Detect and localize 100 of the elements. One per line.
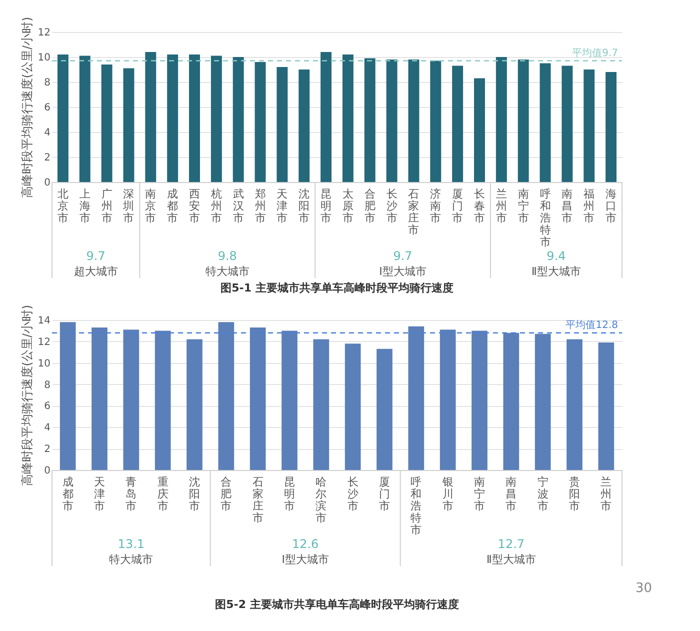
bar	[92, 328, 108, 470]
y-tick-label: 6	[44, 102, 50, 114]
text: 9.8	[218, 249, 237, 263]
bar	[408, 326, 424, 470]
x-tick-label: 南京市	[145, 188, 156, 224]
bar	[218, 322, 234, 470]
text: 30	[635, 581, 652, 596]
x-tick-label: 南昌市	[506, 476, 517, 512]
ref-line-label: 平均值9.7	[572, 46, 618, 59]
y-tick-label: 6	[44, 401, 50, 412]
bar	[566, 339, 582, 470]
y-tick-label: 0	[44, 466, 50, 476]
x-tick-label: 西安市	[189, 188, 200, 224]
x-tick-label: 海口市	[606, 188, 617, 224]
x-tick-label: 太原市	[342, 188, 354, 224]
bar	[584, 70, 595, 182]
y-tick-label: 12	[38, 28, 50, 38]
x-tick-label: 长沙市	[386, 188, 398, 224]
x-tick-label: 沈阳市	[189, 476, 200, 512]
y-tick-label: 2	[44, 152, 50, 164]
text: Ⅱ型大城市	[532, 265, 581, 278]
bar	[342, 54, 354, 182]
bar	[60, 322, 76, 470]
x-tick-label: 呼和浩特市	[540, 188, 551, 248]
bar	[540, 63, 551, 182]
y-tick-label: 4	[44, 422, 50, 434]
x-tick-label: 宁波市	[537, 476, 548, 512]
bar	[452, 66, 464, 182]
bar	[276, 67, 288, 182]
bar	[154, 330, 171, 470]
x-tick-label: 深圳市	[122, 188, 134, 224]
bar	[57, 54, 68, 182]
y-tick-label: 12	[38, 336, 50, 348]
text: 9.7	[86, 249, 106, 263]
x-tick-label: 北京市	[57, 188, 68, 224]
x-tick-label: 银川市	[441, 476, 454, 512]
text: Ⅰ型大城市	[282, 553, 329, 566]
bar	[518, 60, 529, 182]
bar	[298, 70, 310, 182]
text: 特大城市	[109, 553, 154, 566]
y-tick-label: 10	[38, 358, 50, 370]
y-tick-label: 10	[38, 52, 50, 64]
text: 9.4	[546, 249, 566, 263]
y-tick-label: 4	[44, 128, 50, 138]
bar	[430, 60, 442, 182]
text: 12.7	[498, 537, 525, 551]
bar	[408, 60, 420, 182]
x-tick-label: 石家庄市	[408, 188, 420, 236]
bar	[472, 330, 488, 470]
bar	[562, 66, 573, 182]
text: 超大城市	[74, 265, 118, 278]
text: 图5-1 主要城市共享单车高峰时段平均骑行速度	[220, 282, 454, 294]
x-tick-label: 呼和浩特市	[410, 476, 422, 536]
bar	[232, 57, 244, 182]
y-axis-title: 高峰时段平均骑行速度(公里/小时)	[20, 16, 34, 198]
x-tick-label: 青岛市	[126, 476, 137, 512]
bar	[123, 330, 140, 470]
x-tick-label: 合肥市	[220, 476, 232, 512]
x-tick-label: 兰州市	[600, 476, 612, 512]
x-tick-label: 成都市	[62, 476, 74, 512]
x-tick-label: 石家庄市	[252, 476, 264, 524]
x-tick-label: 长春市	[474, 188, 485, 224]
y-tick-label: 8	[44, 78, 50, 88]
bar	[101, 64, 112, 182]
text: 13.1	[118, 537, 145, 551]
x-tick-label: 合肥市	[364, 188, 376, 224]
bar	[440, 330, 456, 470]
y-tick-label: 8	[44, 380, 50, 391]
bar	[250, 328, 266, 470]
text: 12.6	[292, 537, 319, 551]
x-tick-label: 哈尔滨市	[316, 476, 327, 524]
bar	[598, 342, 614, 470]
bar	[496, 57, 507, 182]
bar	[376, 348, 392, 470]
x-tick-label: 福州市	[584, 188, 595, 224]
bar	[210, 56, 222, 182]
bar	[344, 344, 361, 470]
x-tick-label: 天津市	[276, 188, 288, 224]
y-tick-label: 14	[38, 316, 50, 326]
x-tick-label: 南宁市	[474, 476, 485, 512]
bar	[254, 62, 266, 182]
bar	[186, 339, 202, 470]
text: Ⅰ型大城市	[379, 265, 426, 278]
bar	[364, 58, 376, 182]
x-tick-label: 天津市	[94, 476, 105, 512]
bar	[189, 54, 200, 182]
bar	[123, 68, 134, 182]
bar	[167, 54, 178, 182]
x-tick-label: 郑州市	[254, 188, 266, 224]
x-tick-label: 贵阳市	[569, 476, 580, 512]
x-tick-label: 兰州市	[496, 188, 507, 224]
y-tick-label: 2	[44, 444, 50, 456]
x-tick-label: 济南市	[430, 188, 442, 224]
bar	[282, 330, 298, 470]
x-tick-label: 杭州市	[210, 188, 222, 224]
x-tick-label: 沈阳市	[298, 188, 310, 224]
bar	[145, 52, 156, 182]
text: 图5-2 主要城市共享电单车高峰时段平均骑行速度	[215, 598, 459, 611]
x-tick-label: 厦门市	[379, 476, 390, 512]
x-tick-label: 上海市	[79, 188, 90, 224]
